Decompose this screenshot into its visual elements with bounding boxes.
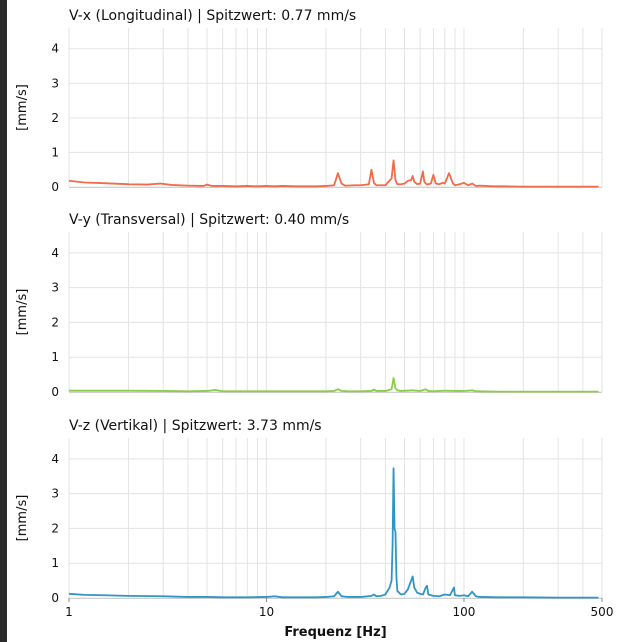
x-tick-label: 500 — [591, 605, 614, 619]
series-line — [68, 159, 599, 188]
x-axis-label: Frequenz [Hz] — [284, 625, 386, 640]
y-tick-label: 1 — [51, 556, 59, 570]
chart-panel-0: 0 1 2 3 4 V-x (Longitudinal) | Spitzwert: 0.7… — [15, 8, 603, 194]
y-tick-label: 1 — [51, 350, 59, 364]
y-tick-label: 3 — [51, 281, 59, 295]
y-tick-label: 4 — [51, 246, 59, 260]
y-tick-label: 3 — [51, 76, 59, 90]
y-tick-label: 0 — [51, 591, 59, 605]
y-tick-label: 2 — [51, 315, 59, 329]
y-axis-label: [mm/s] — [15, 495, 30, 542]
y-tick-label: 3 — [51, 487, 59, 501]
series-line — [69, 377, 599, 393]
y-tick-label: 0 — [51, 385, 59, 399]
y-tick-label: 4 — [51, 42, 59, 56]
x-tick-label: 1 — [65, 605, 73, 619]
panel-title: V-z (Vertikal) | Spitzwert: 3.73 mm/s — [69, 418, 322, 434]
y-tick-label: 2 — [51, 521, 59, 535]
x-tick-label: 100 — [453, 605, 476, 619]
y-tick-label: 0 — [51, 180, 59, 194]
y-tick-label: 4 — [51, 452, 59, 466]
panel-title: V-x (Longitudinal) | Spitzwert: 0.77 mm/… — [69, 8, 356, 24]
x-tick-label: 10 — [259, 605, 274, 619]
y-tick-label: 1 — [51, 145, 59, 159]
y-tick-label: 2 — [51, 111, 59, 125]
y-axis-label: [mm/s] — [15, 289, 30, 336]
window-edge — [0, 0, 7, 642]
y-axis-label: [mm/s] — [15, 84, 30, 131]
panel-title: V-y (Transversal) | Spitzwert: 0.40 mm/s — [69, 212, 349, 228]
chart-panel-1: 0 1 2 3 4 V-y (Transversal) | Spitzwert: 0.40… — [15, 212, 603, 399]
series-line — [68, 467, 599, 599]
